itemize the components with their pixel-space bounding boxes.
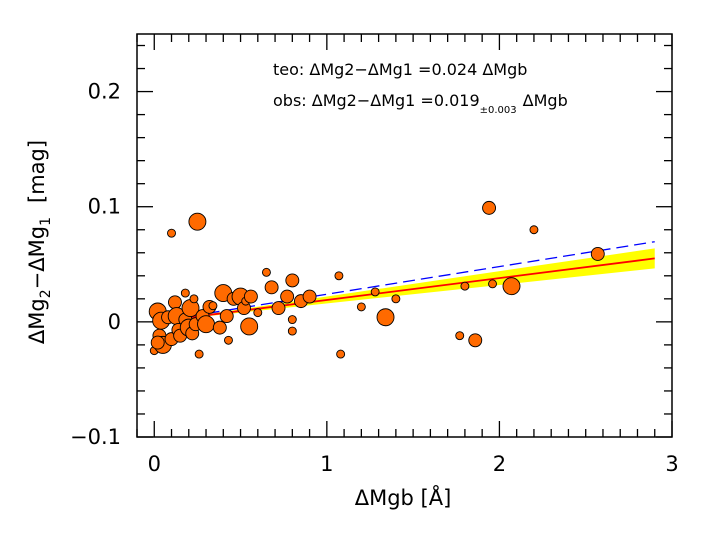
data-point-5 — [150, 335, 165, 350]
x-tick-label-3: 3 — [665, 452, 678, 476]
fit-confidence-band — [154, 248, 655, 322]
y-axis-label-part-2: −ΔMg — [25, 226, 49, 289]
data-point-59 — [590, 246, 605, 261]
fit-lines-layer — [154, 241, 655, 323]
data-point-57 — [502, 277, 521, 296]
data-point-18 — [189, 294, 199, 304]
data-point-20 — [188, 212, 207, 231]
annotation-obs-error: ±0.003 — [480, 105, 517, 116]
data-point-49 — [370, 287, 380, 297]
y-axis-label: ΔMg2−ΔMg1 [mag] — [25, 140, 54, 344]
axes-layer: 0 1 2 3 −0.1 0 0.1 0.2 — [70, 33, 679, 476]
y-tick-label-0: −0.1 — [70, 425, 121, 449]
annotation-obs: obs: ΔMg2−ΔMg1 =0.019±0.003 ΔMgb — [273, 91, 568, 116]
data-point-37 — [261, 267, 271, 277]
y-tick-label-2: 0.1 — [88, 195, 121, 219]
data-point-55 — [482, 200, 497, 215]
data-point-46 — [334, 271, 344, 281]
data-point-54 — [468, 333, 483, 348]
annotation-obs-tail: ΔMgb — [523, 91, 568, 110]
data-point-53 — [460, 281, 470, 291]
y-axis-label-sub-2: 1 — [38, 217, 54, 226]
annotation-obs-main: obs: ΔMg2−ΔMg1 =0.019 — [273, 91, 480, 110]
y-axis-label-sub-1: 2 — [38, 289, 54, 298]
data-point-26 — [212, 320, 227, 335]
y-tick-label-3: 0.2 — [88, 80, 121, 104]
plot-frame — [136, 33, 673, 438]
x-tick-label-2: 2 — [493, 452, 506, 476]
data-point-40 — [280, 289, 295, 304]
data-point-13 — [180, 288, 190, 298]
data-point-41 — [285, 273, 300, 288]
data-point-36 — [253, 308, 263, 318]
data-point-45 — [302, 289, 317, 304]
x-tick-label-0: 0 — [148, 452, 161, 476]
annotation-teo: teo: ΔMg2−ΔMg1 =0.024 ΔMgb — [273, 60, 527, 79]
data-point-8 — [167, 228, 176, 238]
data-points-layer — [148, 200, 605, 359]
data-point-47 — [336, 349, 346, 359]
data-point-25 — [208, 301, 218, 311]
data-point-39 — [271, 301, 286, 315]
data-point-38 — [264, 280, 279, 295]
data-point-58 — [529, 225, 539, 235]
y-axis-label-unit: [mag] — [25, 140, 49, 203]
data-point-56 — [488, 279, 497, 289]
data-point-34 — [240, 317, 259, 336]
data-point-51 — [391, 294, 401, 304]
data-point-23 — [197, 315, 215, 334]
data-point-28 — [219, 309, 234, 324]
data-point-9 — [168, 295, 182, 310]
data-point-29 — [224, 335, 233, 345]
confidence-band-layer — [154, 248, 655, 322]
data-point-21 — [194, 349, 204, 359]
y-axis-label-part-1: ΔMg — [25, 298, 49, 344]
observed-fit-line — [154, 257, 655, 323]
x-tick-label-1: 1 — [320, 452, 333, 476]
data-point-48 — [356, 302, 366, 312]
data-point-50 — [376, 308, 395, 327]
data-point-35 — [243, 289, 258, 304]
data-point-42 — [287, 315, 297, 325]
x-axis-label: ΔMgb [Å] — [355, 484, 452, 510]
y-tick-label-1: 0 — [108, 310, 121, 334]
theoretical-fit-line — [154, 241, 655, 323]
data-point-43 — [287, 326, 297, 336]
data-point-52 — [455, 331, 465, 341]
